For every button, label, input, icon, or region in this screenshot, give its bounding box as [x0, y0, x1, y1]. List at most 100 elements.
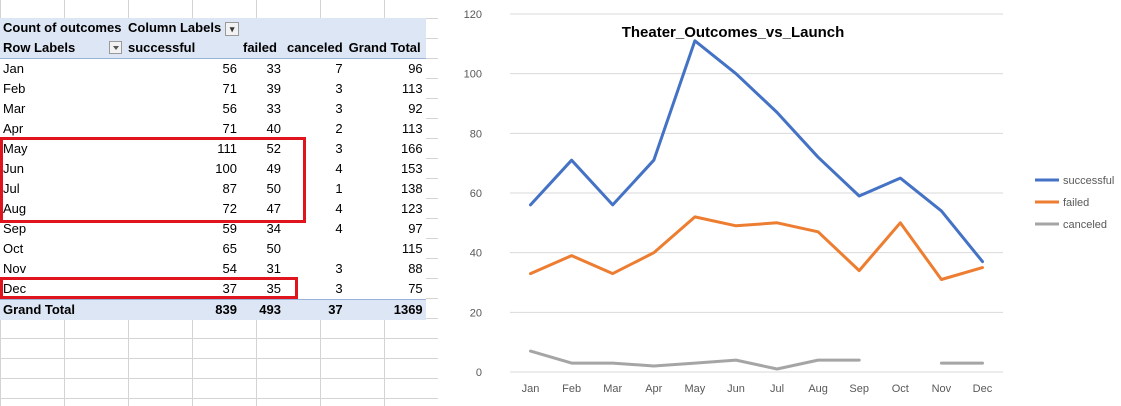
- data-point-failed: [816, 229, 821, 234]
- row-label[interactable]: Sep: [0, 219, 125, 239]
- row-label[interactable]: Aug: [0, 199, 125, 219]
- grand-total-cell-failed[interactable]: 493: [240, 299, 284, 320]
- row-label[interactable]: Apr: [0, 119, 125, 139]
- cell-failed[interactable]: 33: [240, 58, 284, 79]
- cell-total[interactable]: 115: [345, 239, 426, 259]
- x-tick-label: Feb: [562, 383, 581, 395]
- cell-total[interactable]: 88: [345, 259, 426, 279]
- cell-successful[interactable]: 56: [125, 58, 240, 79]
- y-tick-label: 0: [476, 367, 482, 379]
- table-row: Apr 71 40 2 113: [0, 119, 426, 139]
- grand-total-cell-successful[interactable]: 839: [125, 299, 240, 320]
- row-labels-cell[interactable]: Row Labels: [0, 38, 125, 59]
- series-line-canceled: [529, 349, 861, 371]
- row-label[interactable]: Jan: [0, 58, 125, 79]
- header-canceled: canceled: [284, 38, 346, 59]
- cell-failed[interactable]: 50: [240, 239, 284, 259]
- cell-failed[interactable]: 33: [240, 99, 284, 119]
- cell-total[interactable]: 138: [345, 179, 426, 199]
- cell-failed[interactable]: 31: [240, 259, 284, 279]
- table-row: Jul 87 50 1 138: [0, 179, 426, 199]
- row-label[interactable]: Jun: [0, 159, 125, 179]
- cell-successful[interactable]: 71: [125, 119, 240, 139]
- cell-successful[interactable]: 56: [125, 99, 240, 119]
- table-row: Jun 100 49 4 153: [0, 159, 426, 179]
- row-label[interactable]: Jul: [0, 179, 125, 199]
- cell-failed[interactable]: 52: [240, 139, 284, 159]
- x-tick-label: Sep: [849, 383, 869, 395]
- grand-total-cell-total[interactable]: 1369: [345, 299, 426, 320]
- cell-total[interactable]: 113: [345, 119, 426, 139]
- column-filter-icon[interactable]: ▾: [225, 21, 240, 36]
- cell-canceled[interactable]: 3: [284, 279, 346, 300]
- row-label[interactable]: Dec: [0, 279, 125, 300]
- grand-total-row-label[interactable]: Grand Total: [0, 299, 125, 320]
- cell-canceled[interactable]: 1: [284, 179, 346, 199]
- x-tick-label: Oct: [892, 383, 909, 395]
- cell-successful[interactable]: 87: [125, 179, 240, 199]
- cell-failed[interactable]: 40: [240, 119, 284, 139]
- data-point-successful: [569, 158, 574, 163]
- cell-canceled[interactable]: 2: [284, 119, 346, 139]
- data-point-canceled: [857, 358, 862, 363]
- cell-failed[interactable]: 49: [240, 159, 284, 179]
- row-label[interactable]: Feb: [0, 79, 125, 99]
- x-tick-label: Apr: [645, 383, 662, 395]
- table-row: Feb 71 39 3 113: [0, 79, 426, 99]
- data-point-successful: [857, 193, 862, 198]
- cell-canceled[interactable]: [284, 239, 346, 259]
- cell-total[interactable]: 75: [345, 279, 426, 300]
- data-point-successful: [692, 38, 697, 43]
- cell-successful[interactable]: 59: [125, 219, 240, 239]
- cell-total[interactable]: 97: [345, 219, 426, 239]
- grand-total-cell-canceled[interactable]: 37: [284, 299, 346, 320]
- x-tick-label: Mar: [603, 383, 622, 395]
- data-point-failed: [733, 223, 738, 228]
- cell-failed[interactable]: 34: [240, 219, 284, 239]
- cell-total[interactable]: 96: [345, 58, 426, 79]
- pivot-subheader-row: Row Labels successful failed canceled Gr…: [0, 38, 426, 59]
- row-labels-dropdown-icon[interactable]: [109, 41, 122, 54]
- data-point-failed: [980, 265, 985, 270]
- row-label[interactable]: Oct: [0, 239, 125, 259]
- cell-successful[interactable]: 37: [125, 279, 240, 300]
- table-row: Mar 56 33 3 92: [0, 99, 426, 119]
- cell-canceled[interactable]: 3: [284, 99, 346, 119]
- cell-failed[interactable]: 39: [240, 79, 284, 99]
- cell-successful[interactable]: 65: [125, 239, 240, 259]
- cell-total[interactable]: 123: [345, 199, 426, 219]
- cell-successful[interactable]: 54: [125, 259, 240, 279]
- row-label[interactable]: Nov: [0, 259, 125, 279]
- cell-successful[interactable]: 71: [125, 79, 240, 99]
- cell-canceled[interactable]: 3: [284, 79, 346, 99]
- x-tick-label: Dec: [973, 383, 993, 395]
- row-label[interactable]: May: [0, 139, 125, 159]
- cell-total[interactable]: 113: [345, 79, 426, 99]
- cell-canceled[interactable]: 7: [284, 58, 346, 79]
- cell-canceled[interactable]: 3: [284, 259, 346, 279]
- data-point-canceled: [651, 364, 656, 369]
- cell-canceled[interactable]: 4: [284, 219, 346, 239]
- row-label[interactable]: Mar: [0, 99, 125, 119]
- cell-total[interactable]: 92: [345, 99, 426, 119]
- row-labels-text: Row Labels: [3, 40, 76, 55]
- table-row: Oct 65 50 115: [0, 239, 426, 259]
- data-point-successful: [733, 71, 738, 76]
- data-point-canceled: [528, 349, 533, 354]
- cell-failed[interactable]: 50: [240, 179, 284, 199]
- cell-failed[interactable]: 35: [240, 279, 284, 300]
- cell-canceled[interactable]: 4: [284, 159, 346, 179]
- column-labels-cell[interactable]: Column Labels ▾: [125, 18, 426, 38]
- cell-total[interactable]: 166: [345, 139, 426, 159]
- cell-canceled[interactable]: 3: [284, 139, 346, 159]
- legend-label-successful: successful: [1063, 175, 1114, 187]
- cell-successful[interactable]: 100: [125, 159, 240, 179]
- cell-canceled[interactable]: 4: [284, 199, 346, 219]
- series-line-failed: [529, 215, 984, 281]
- data-point-canceled: [939, 361, 944, 366]
- cell-successful[interactable]: 72: [125, 199, 240, 219]
- cell-failed[interactable]: 47: [240, 199, 284, 219]
- cell-successful[interactable]: 111: [125, 139, 240, 159]
- cell-total[interactable]: 153: [345, 159, 426, 179]
- chart-area[interactable]: 0 20 40 60 80 100 120 Jan Feb Mar Apr May Jun Jul Aug S…: [438, 0, 1121, 406]
